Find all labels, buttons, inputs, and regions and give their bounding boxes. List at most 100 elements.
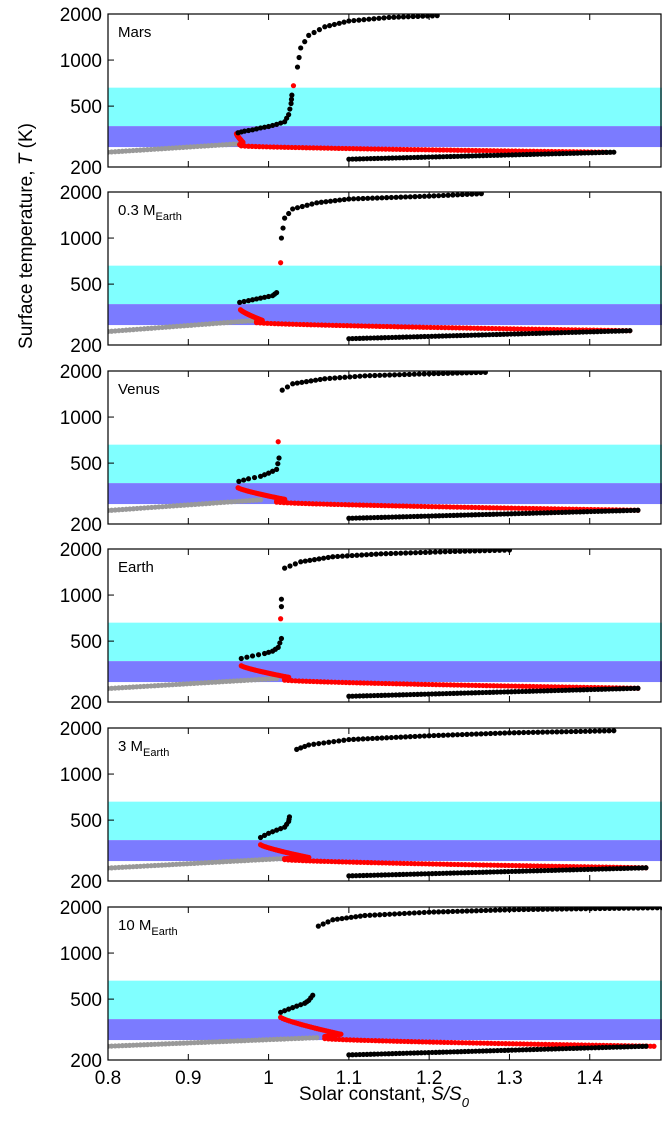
black-point	[512, 1047, 519, 1053]
red-point	[332, 145, 338, 151]
black-point	[588, 508, 594, 515]
red-point	[462, 147, 468, 153]
black-point	[611, 907, 617, 911]
red-point	[451, 682, 457, 688]
black-point	[306, 742, 312, 748]
black-point	[635, 685, 641, 691]
black-point	[372, 912, 378, 918]
black-point	[487, 907, 494, 913]
red-point	[442, 325, 448, 331]
black-point	[261, 472, 268, 478]
black-point	[498, 869, 504, 875]
band-cyan	[108, 622, 662, 662]
red-point	[394, 1038, 400, 1044]
black-point	[357, 156, 363, 162]
black-point	[330, 917, 336, 923]
black-point	[582, 150, 588, 156]
black-point	[237, 299, 243, 305]
black-point	[573, 907, 579, 912]
black-point	[628, 507, 634, 514]
red-point	[436, 504, 442, 510]
black-point	[516, 688, 522, 695]
black-point	[584, 509, 590, 515]
black-point	[364, 872, 370, 878]
black-point	[578, 1045, 584, 1051]
black-point	[498, 1047, 504, 1054]
red-point	[398, 324, 405, 330]
red-point	[308, 322, 314, 328]
black-point	[592, 728, 598, 734]
black-point	[404, 155, 410, 161]
black-point	[563, 729, 569, 735]
y-tick-label: 1000	[60, 944, 102, 965]
red-point	[357, 502, 363, 508]
band-blue	[108, 304, 662, 326]
red-point	[365, 859, 371, 866]
black-point	[611, 728, 617, 734]
black-point	[505, 1047, 511, 1053]
black-point	[287, 106, 293, 112]
black-point	[244, 654, 250, 660]
black-point	[494, 511, 500, 517]
band-blue	[108, 661, 662, 683]
red-point	[368, 860, 374, 866]
red-point	[441, 1039, 447, 1045]
red-point	[512, 148, 519, 154]
red-point	[320, 501, 327, 507]
black-point	[365, 736, 371, 742]
red-point	[424, 324, 430, 330]
red-point	[350, 680, 356, 686]
black-point	[577, 509, 583, 515]
black-point	[377, 372, 383, 378]
black-point	[568, 728, 574, 735]
black-point	[469, 908, 475, 914]
black-point	[483, 689, 489, 696]
red-point	[380, 323, 387, 330]
black-point	[398, 734, 404, 740]
black-point	[349, 1052, 356, 1058]
red-point	[455, 861, 461, 868]
black-point	[451, 870, 457, 876]
red-point	[437, 147, 443, 153]
red-point	[272, 321, 278, 327]
red-point	[498, 683, 504, 689]
black-point	[371, 16, 377, 22]
black-point	[381, 15, 387, 21]
black-point	[447, 153, 454, 160]
red-point	[275, 321, 281, 327]
red-point	[553, 1041, 559, 1048]
red-point	[529, 326, 535, 332]
black-point	[436, 193, 442, 199]
black-point	[429, 513, 435, 519]
black-point	[545, 867, 551, 874]
panel-frame	[107, 191, 662, 346]
panel-frame	[107, 548, 662, 703]
black-point	[450, 192, 456, 198]
black-point	[403, 550, 409, 556]
black-point	[378, 551, 384, 557]
red-point	[489, 325, 495, 332]
x-tick-label: 1.3	[496, 1068, 522, 1089]
black-point	[432, 691, 439, 697]
black-point	[433, 1049, 439, 1055]
red-point	[357, 680, 363, 686]
black-point	[290, 381, 296, 387]
black-point	[462, 549, 468, 554]
red-point	[443, 504, 450, 510]
red-point	[411, 681, 418, 687]
black-point	[610, 866, 616, 872]
red-point	[372, 680, 378, 686]
black-point	[371, 692, 377, 699]
black-point	[249, 653, 256, 659]
band-blue	[108, 126, 662, 148]
red-point	[472, 504, 478, 511]
black-point	[408, 550, 414, 556]
red-point	[322, 322, 329, 328]
black-point	[374, 735, 380, 741]
black-point	[418, 1050, 424, 1056]
black-point	[588, 1045, 595, 1051]
red-point	[286, 321, 292, 327]
black-point	[302, 39, 308, 45]
red-point	[326, 322, 332, 328]
black-point	[384, 195, 390, 201]
